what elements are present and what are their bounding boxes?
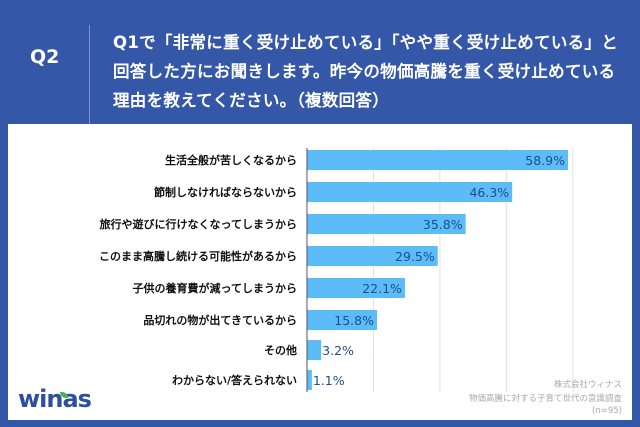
chart-panel [8,124,632,420]
bar [307,310,378,330]
bar [307,182,513,202]
bar [307,340,322,360]
sample-note: (n=95) [592,406,622,416]
leaf-icon [60,392,68,398]
survey-note: 物価高騰に対する子育て世代の意識調査 [468,394,622,404]
value-label: 15.8% [334,313,374,328]
category-label: 品切れの物が出てきているから [143,313,297,327]
category-label: わからない/答えられない [172,373,297,387]
category-label: 節制しなければならないから [154,185,297,199]
value-label: 3.2% [322,343,354,358]
bar [307,278,405,298]
value-label: 29.5% [395,249,435,264]
category-label: 子供の養育費が減ってしまうから [133,281,297,295]
bar [307,150,568,170]
value-label: 1.1% [313,373,345,388]
question-id: Q2 [30,46,60,68]
bar [307,246,438,266]
value-label: 22.1% [362,281,402,296]
winas-logo: winas [18,385,92,413]
bar [307,214,466,234]
category-label: 旅行や遊びに行けなくなってしまうから [100,217,297,231]
category-label: 生活全般が苦しくなるから [165,153,297,167]
question-text: Q1で「非常に重く受け止めている」「やや重く受け止めている」と回答した方にお聞き… [113,33,619,110]
company-note: 株式会社ウィナス [553,380,622,390]
category-label: その他 [264,343,297,357]
category-label: このまま高騰し続ける可能性があるから [99,249,297,263]
header-divider [89,25,90,127]
value-label: 58.9% [525,153,565,168]
value-label: 46.3% [469,185,509,200]
bar [307,370,312,390]
value-label: 35.8% [423,217,463,232]
